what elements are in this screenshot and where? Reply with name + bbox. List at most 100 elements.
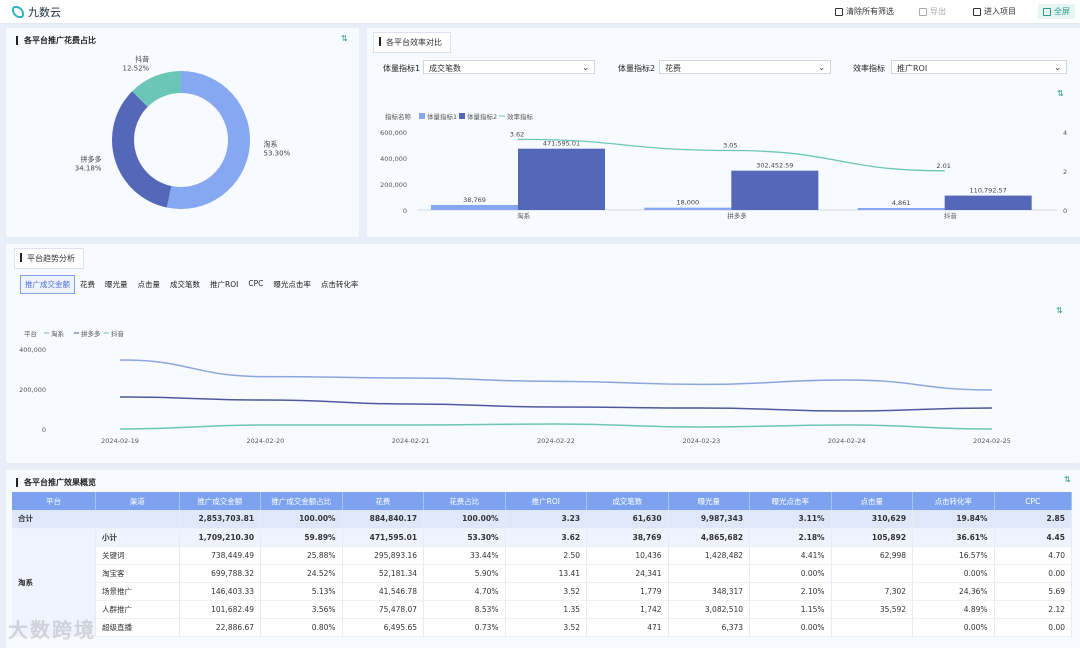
table-row: 场景推广 146,403.33 5.13% 41,546.78 4.70% 3.52 1,7… [12, 582, 1073, 601]
table-header-cell[interactable]: 点击量 [831, 492, 914, 510]
table-header-cell[interactable]: CPC [994, 492, 1073, 510]
x-tick-label: 抖音 [944, 211, 958, 220]
table-cell: 3.52 [505, 582, 588, 601]
table-cell: 59.89% [260, 528, 343, 547]
metric-tab[interactable]: 曝光点击率 [273, 280, 311, 289]
table-cell: 5.69 [994, 582, 1073, 601]
clear-filters-button[interactable]: 清除所有筛选 [835, 6, 894, 17]
legend-label-0: 淘系 [51, 329, 65, 338]
table-cell: 人群推广 [95, 600, 180, 619]
metric-tab[interactable]: CPC [248, 279, 264, 288]
pie-label-pct: 34.18% [75, 165, 102, 173]
table-cell: 1,709,210.30 [179, 528, 262, 547]
table-cell: 2.12 [994, 600, 1073, 619]
top-bar: 九数云 清除所有筛选 导出 进入项目 全屏 [0, 0, 1080, 24]
table-card-title: 各平台推广效果概览 [16, 478, 96, 487]
table-settings-icon[interactable]: ⇅ [1064, 475, 1071, 484]
table-cell: 19.84% [912, 510, 995, 529]
table-header-cell[interactable]: 点击转化率 [912, 492, 995, 510]
chart-settings-icon[interactable]: ⇅ [1057, 89, 1064, 98]
metric-tab[interactable]: 曝光量 [105, 280, 128, 289]
trend-tab[interactable]: 平台趋势分析 [14, 248, 84, 269]
metric-tab[interactable]: 成交笔数 [170, 280, 200, 289]
table-cell: 0.00% [749, 618, 832, 637]
table-header-cell[interactable]: 成交笔数 [586, 492, 669, 510]
efficiency-line [517, 138, 945, 172]
table-header-cell[interactable]: 平台 [12, 492, 97, 510]
export-button[interactable]: 导出 [919, 6, 946, 17]
table-cell: 0.00% [912, 618, 995, 637]
table-cell: 2.10% [749, 582, 832, 601]
chevron-down-icon: ⌄ [1054, 63, 1061, 72]
table-cell: 75,478.07 [342, 600, 425, 619]
table-row: 淘宝客 699,788.32 24.52% 52,181.34 5.90% 13.41 24… [12, 564, 1073, 583]
table-cell: 0.00 [994, 564, 1073, 583]
fullscreen-button[interactable]: 全屏 [1038, 4, 1075, 19]
table-cell: 4.41% [749, 546, 832, 565]
table-header-cell[interactable]: 花费占比 [423, 492, 506, 510]
export-icon [919, 7, 927, 16]
table-cell: 6,373 [668, 618, 751, 637]
table-cell: 3.23 [505, 510, 588, 529]
table-header-cell[interactable]: 推广成交金额 [179, 492, 262, 510]
metric-tab[interactable]: 点击转化率 [320, 280, 359, 289]
y2-tick-label: 4 [1063, 129, 1067, 137]
table-cell: 53.30% [423, 528, 506, 547]
table-cell: 699,788.32 [179, 564, 262, 583]
bar-1-2 [944, 195, 1032, 210]
efficiency-bar-chart: 指标名称 体量指标1 体量指标2 效率指标 600,000 400,000 200,000 0… [380, 112, 1067, 220]
x-tick-label: 2024-02-25 [973, 437, 1011, 445]
table-header-cell[interactable]: 推广成交金额占比 [260, 492, 343, 510]
table-cell: 1,742 [586, 600, 669, 619]
table-header-cell[interactable]: 曝光点击率 [749, 492, 832, 510]
trend-line-2 [119, 423, 993, 430]
table-cell: 295,893.16 [342, 546, 425, 565]
table-header-cell[interactable]: 渠道 [95, 492, 180, 510]
table-header-cell[interactable]: 花费 [342, 492, 425, 510]
metric-tab[interactable]: 花费 [80, 280, 95, 289]
bar-value-label: 110,792.57 [970, 187, 1007, 195]
pie-slice-1 [112, 91, 172, 208]
table-cell: 1.35 [505, 600, 588, 619]
table-header-cell[interactable]: 推广ROI [505, 492, 588, 510]
app-logo[interactable]: 九数云 [12, 4, 61, 20]
filter-icon [835, 7, 843, 16]
legend-label-1: 拼多多 [81, 329, 101, 338]
project-icon [973, 7, 981, 16]
table-cell: 9,987,343 [668, 510, 751, 529]
enter-project-button[interactable]: 进入项目 [973, 6, 1016, 17]
table-cell [831, 564, 914, 583]
table-row: 关键词 738,449.49 25.88% 295,893.16 33.44% 2.50 1… [12, 546, 1073, 565]
metric-tab[interactable]: 点击量 [137, 280, 161, 289]
trend-card: 平台趋势分析 ⇅ 平台 淘系 拼多多 抖音 400,000 200,000 0 2024-02… [6, 244, 1080, 463]
bar-value-label: 4,861 [892, 199, 911, 207]
legend-label-1: 体量指标2 [467, 112, 497, 121]
metric-tab[interactable]: 推广ROI [210, 280, 239, 289]
table-header-cell[interactable]: 曝光量 [668, 492, 751, 510]
y-tick-label: 600,000 [380, 129, 407, 137]
legend-label-2: 效率指标 [507, 112, 534, 121]
chart-settings-icon[interactable]: ⇅ [1056, 306, 1063, 315]
legend-title: 平台 [24, 329, 37, 338]
chart-settings-icon[interactable]: ⇅ [341, 34, 348, 43]
table-cell: 2.50 [505, 546, 588, 565]
efficiency-tab[interactable]: 各平台效率对比 [373, 32, 451, 53]
trend-line-1 [119, 396, 993, 412]
metric2-select[interactable]: 花费 ⌄ [659, 60, 831, 74]
table-cell: 62,998 [831, 546, 914, 565]
table-cell: 52,181.34 [342, 564, 425, 583]
metric2-label: 体量指标2 [618, 64, 656, 73]
table-cell: 4.45 [994, 528, 1073, 547]
x-tick-label: 拼多多 [727, 211, 747, 220]
pie-label-pct: 12.52% [122, 64, 149, 72]
table-cell: 4.89% [912, 600, 995, 619]
metric-tab[interactable]: 推广成交金额 [20, 275, 75, 294]
table-cell: 4.70% [423, 582, 506, 601]
pie-label-name: 抖音 [135, 54, 149, 63]
metric1-select[interactable]: 成交笔数 ⌄ [423, 60, 595, 74]
eff-select[interactable]: 推广ROI ⌄ [891, 60, 1067, 74]
platform-cell: 淘系 [12, 528, 97, 637]
table-cell: 38,769 [586, 528, 669, 547]
table-cell: 4,865,682 [668, 528, 751, 547]
